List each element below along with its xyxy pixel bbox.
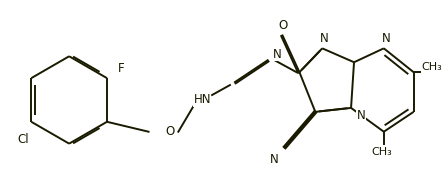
Text: CH₃: CH₃ xyxy=(372,147,392,156)
Text: N: N xyxy=(270,153,279,166)
Text: CH₃: CH₃ xyxy=(421,62,442,72)
Text: O: O xyxy=(166,125,175,138)
Text: N: N xyxy=(357,109,365,122)
Text: Cl: Cl xyxy=(17,133,29,146)
Text: O: O xyxy=(278,19,287,32)
Text: N: N xyxy=(381,32,390,45)
Text: N: N xyxy=(320,32,329,45)
Text: HN: HN xyxy=(194,93,211,106)
Text: F: F xyxy=(118,62,124,75)
Text: N: N xyxy=(273,48,282,61)
